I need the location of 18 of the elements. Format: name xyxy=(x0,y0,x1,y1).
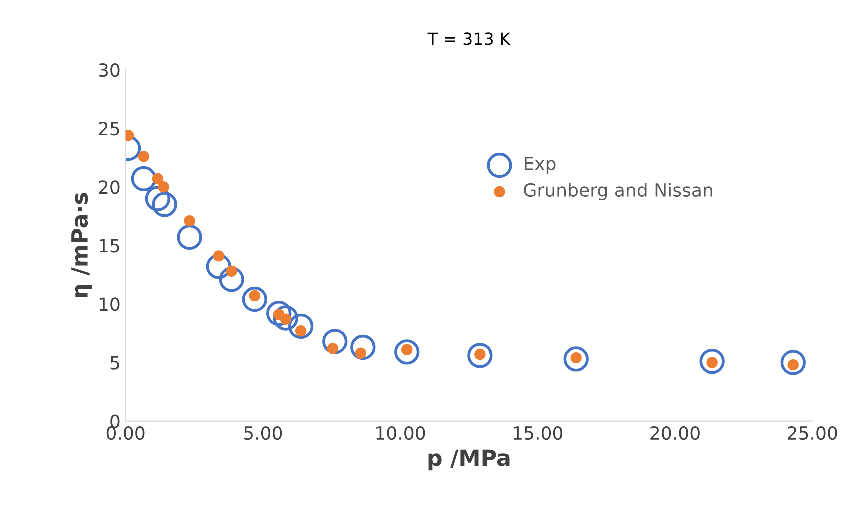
y-tick-label: 0 xyxy=(110,414,120,428)
x-tick-label: 20.00 xyxy=(650,426,700,440)
x-tick-label: 5.00 xyxy=(244,426,282,440)
x-tick-label: 0.00 xyxy=(106,426,145,440)
legend-label: Exp xyxy=(524,157,556,174)
chart-title: T = 313 K xyxy=(428,32,511,46)
x-tick-label: 25.00 xyxy=(788,426,838,440)
y-tick-label: 5 xyxy=(110,356,120,370)
x-tick-label: 15.00 xyxy=(514,426,563,440)
legend-label: Grunberg and Nissan xyxy=(524,183,712,201)
y-tick-label: 30 xyxy=(99,64,120,78)
x-axis-title: p /MPa xyxy=(428,450,510,471)
y-axis-title: η /mPa·s xyxy=(72,193,92,298)
y-tick-label: 20 xyxy=(99,180,120,194)
y-tick-label: 15 xyxy=(100,239,120,253)
y-tick-label: 10 xyxy=(100,298,120,312)
y-tick-label: 25 xyxy=(99,122,120,136)
x-tick-label: 10.00 xyxy=(376,426,426,440)
